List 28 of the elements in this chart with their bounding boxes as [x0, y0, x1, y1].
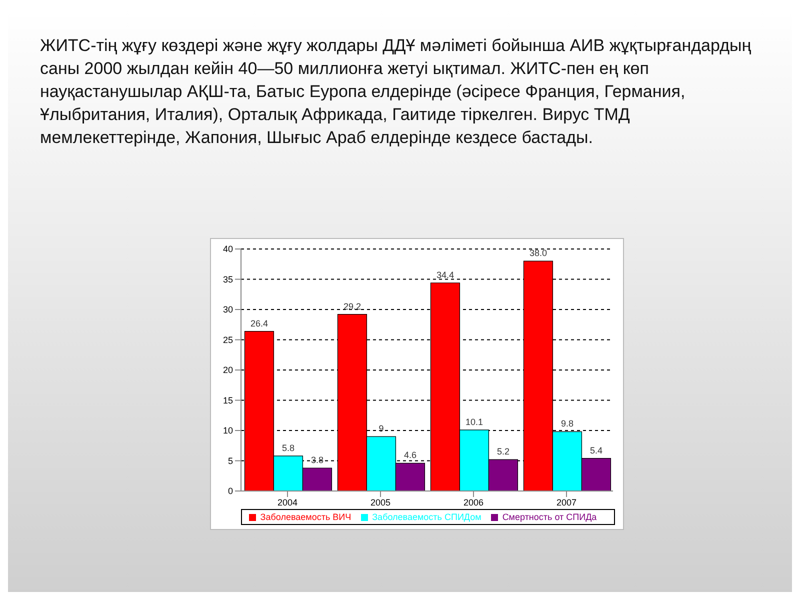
- x-tick-label: 2005: [370, 497, 391, 508]
- data-label: 34.4: [436, 270, 454, 280]
- data-label: 29.2: [343, 301, 361, 312]
- data-label: 10.1: [465, 416, 483, 427]
- data-label: 26.4: [250, 318, 268, 328]
- data-label: 38.0: [529, 248, 547, 258]
- data-label: 9.8: [560, 418, 574, 429]
- legend-label: Заболеваемость ВИЧ: [260, 512, 352, 522]
- y-tick-label: 10: [222, 426, 233, 436]
- data-label: 4.6: [404, 450, 416, 460]
- x-tick-label: 2006: [463, 497, 484, 508]
- legend-label: Смертность от СПИДа: [502, 512, 597, 522]
- y-tick-label: 15: [222, 395, 233, 406]
- data-label: 5.2: [496, 446, 510, 457]
- y-tick-label: 40: [222, 244, 233, 254]
- y-tick-label: 35: [222, 274, 233, 284]
- y-tick-label: 25: [222, 334, 233, 345]
- y-tick-label: 30: [222, 304, 233, 315]
- x-tick-label: 2007: [556, 497, 577, 508]
- data-label: 3.8: [310, 455, 324, 466]
- y-tick-label: 20: [222, 365, 233, 376]
- x-tick-label: 2004: [277, 497, 298, 508]
- text: ЖИТС-тің жұғу көздері және жұғу жолдары ДДҰ мәліметі бойынша АИВ жұқтырғандардың саны 2000 жылдан кейін 40—50 миллионға жетуі ықтимал. ЖИТС-пен ең көп науқастанушылар АҚШ-та, Батыс Еуропа елдерінде (әсіресе Франция, Германия, Ұлыбритания, Италия), Орталық Африкада, Гаитиде тіркелген. Вирус ТМД мемлекеттерінде, Жапония, Шығыс Араб елдерінде кездесе бастады.: [40, 35, 752, 149]
- legend-label: Заболеваемость СПИДом: [372, 512, 482, 522]
- data-label: 5.8: [282, 442, 294, 453]
- y-tick-label: 0: [228, 486, 233, 496]
- y-tick-label: 5: [228, 456, 233, 466]
- data-label: 5.4: [590, 445, 602, 456]
